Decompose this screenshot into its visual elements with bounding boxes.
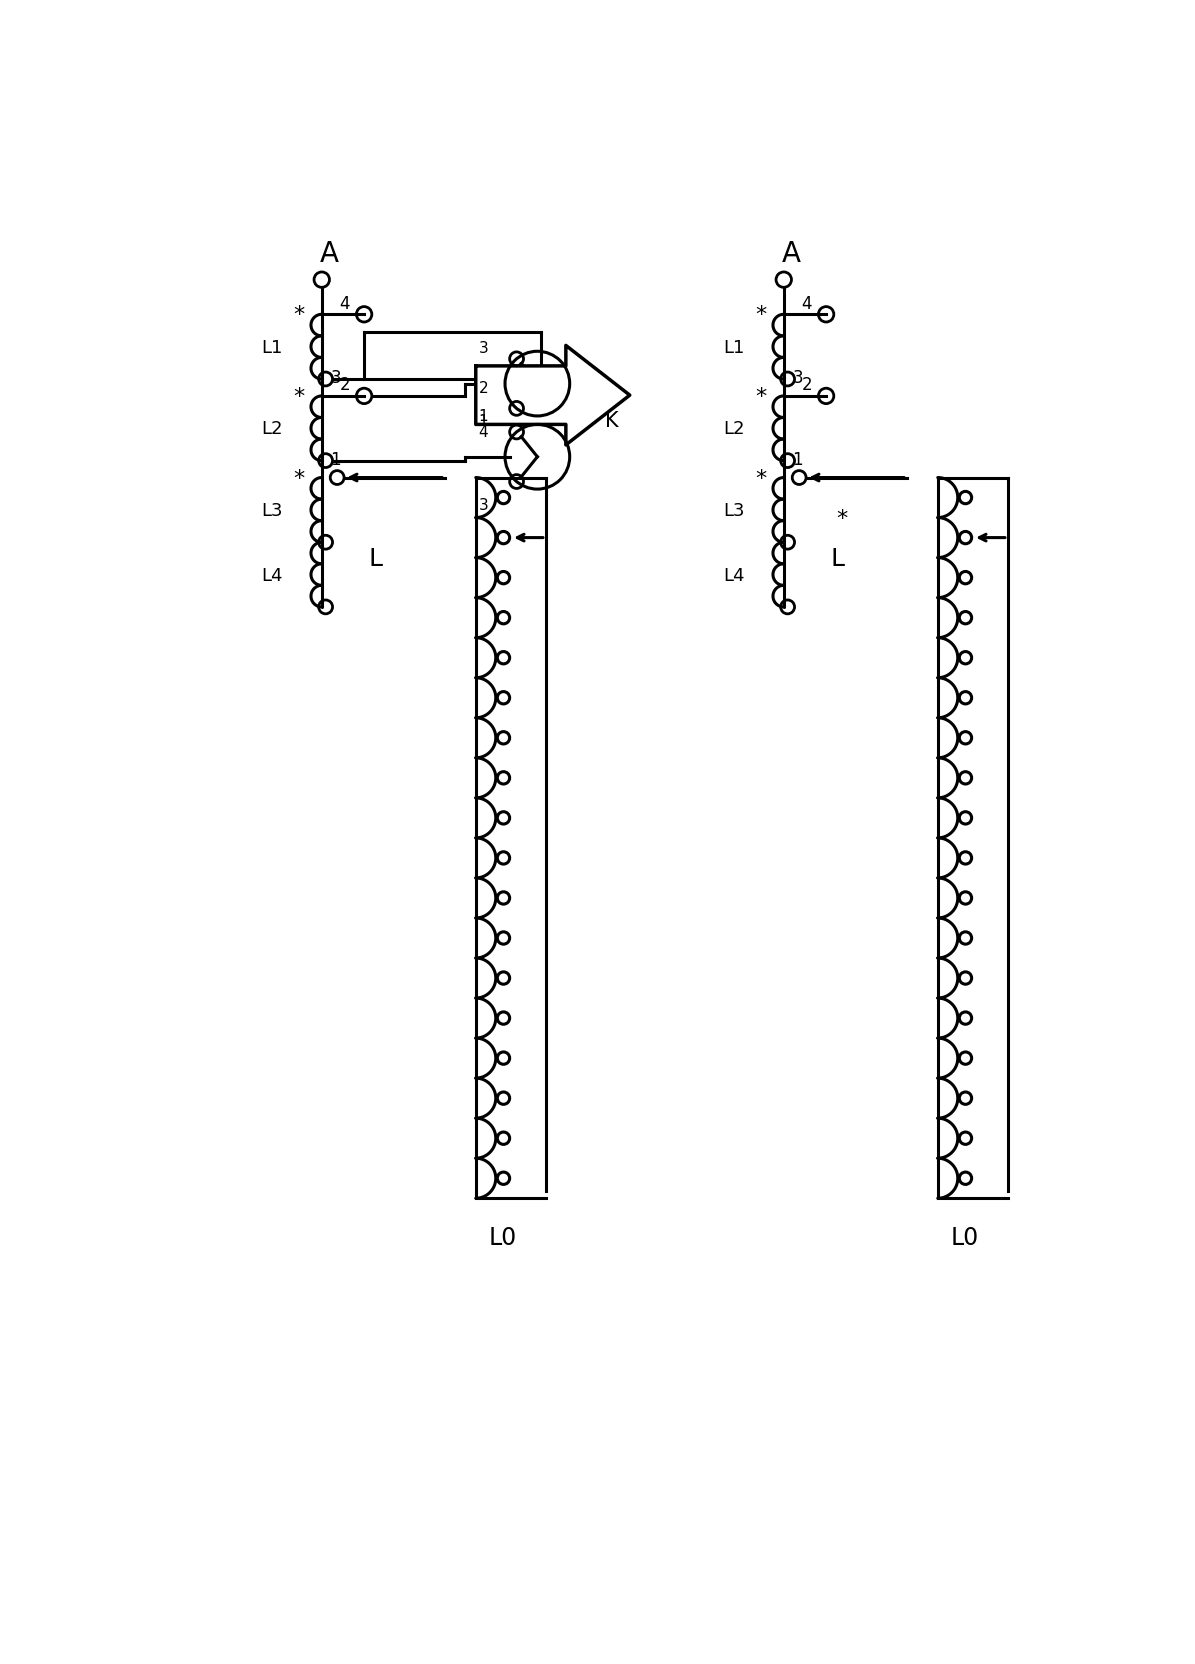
Text: K: K [605, 411, 619, 431]
Text: L1: L1 [261, 338, 282, 356]
Text: 4: 4 [339, 295, 350, 313]
Polygon shape [476, 346, 630, 446]
Text: L3: L3 [261, 501, 282, 519]
Text: L: L [369, 546, 382, 571]
Text: 3: 3 [792, 369, 803, 388]
Text: 2: 2 [479, 381, 489, 396]
Text: 4: 4 [802, 295, 813, 313]
Text: 2: 2 [339, 376, 350, 394]
Text: *: * [293, 386, 305, 406]
Text: A: A [782, 240, 801, 268]
Text: L4: L4 [261, 566, 282, 584]
Text: L3: L3 [723, 501, 744, 519]
Text: L2: L2 [723, 419, 744, 438]
Text: 1: 1 [330, 451, 341, 469]
Text: *: * [293, 468, 305, 488]
Text: 4: 4 [479, 424, 489, 439]
Text: *: * [293, 305, 305, 324]
Text: *: * [835, 508, 847, 527]
Text: A: A [320, 240, 339, 268]
Text: L0: L0 [950, 1225, 979, 1250]
Text: 3: 3 [330, 369, 341, 388]
Text: L: L [831, 546, 845, 571]
Text: 3: 3 [478, 341, 489, 356]
Text: *: * [755, 386, 766, 406]
Text: L0: L0 [489, 1225, 517, 1250]
Text: L1: L1 [723, 338, 744, 356]
Text: 1: 1 [479, 414, 489, 429]
Text: *: * [755, 305, 766, 324]
Text: 2: 2 [802, 376, 813, 394]
Text: 3: 3 [478, 498, 489, 513]
Text: *: * [755, 468, 766, 488]
Text: L4: L4 [723, 566, 744, 584]
Text: 1: 1 [479, 409, 489, 424]
Text: L2: L2 [261, 419, 282, 438]
Text: 1: 1 [792, 451, 803, 469]
